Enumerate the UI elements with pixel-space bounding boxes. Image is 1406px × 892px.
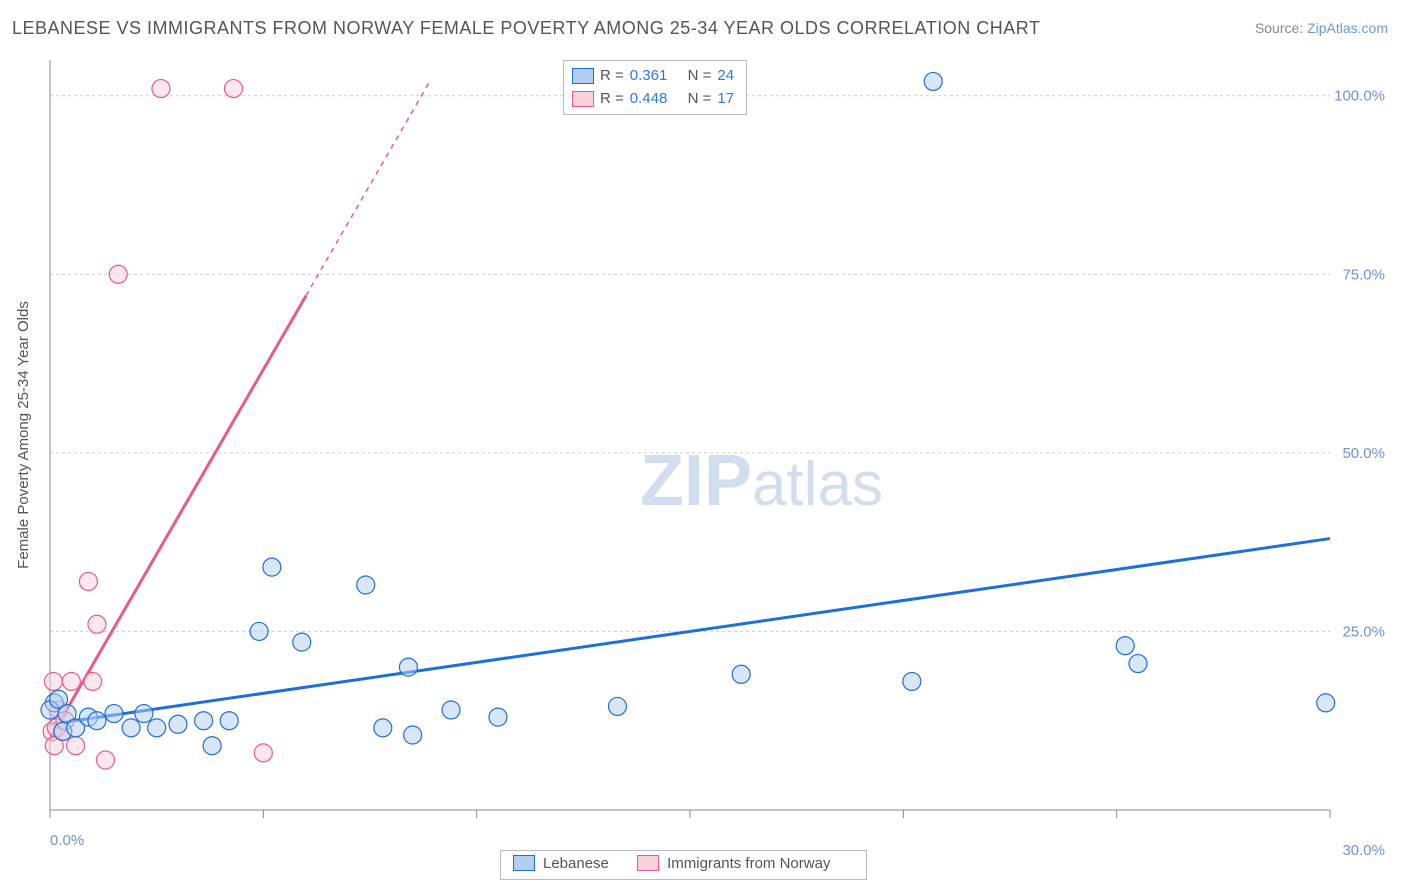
data-point bbox=[148, 719, 166, 737]
stat-r-value: 0.361 bbox=[630, 65, 668, 88]
swatch-icon bbox=[572, 68, 594, 84]
stats-row-lebanese: R = 0.361 N = 24 bbox=[572, 65, 734, 88]
data-point bbox=[254, 744, 272, 762]
trend-line bbox=[50, 296, 306, 739]
data-point bbox=[96, 751, 114, 769]
stat-n-value: 24 bbox=[717, 65, 734, 88]
data-point bbox=[489, 708, 507, 726]
y-tick-label: 25.0% bbox=[1342, 623, 1385, 640]
stat-n-label: N = bbox=[688, 88, 712, 111]
data-point bbox=[357, 576, 375, 594]
series-legend: Lebanese Immigrants from Norway bbox=[500, 850, 867, 881]
y-axis-label: Female Poverty Among 25-34 Year Olds bbox=[15, 301, 32, 569]
data-point bbox=[44, 672, 62, 690]
data-point bbox=[88, 615, 106, 633]
stat-r-value: 0.448 bbox=[630, 88, 668, 111]
chart-title: LEBANESE VS IMMIGRANTS FROM NORWAY FEMAL… bbox=[12, 18, 1040, 39]
data-point bbox=[903, 672, 921, 690]
legend-label: Lebanese bbox=[543, 855, 609, 872]
legend-label: Immigrants from Norway bbox=[667, 855, 830, 872]
swatch-icon bbox=[572, 91, 594, 107]
data-point bbox=[404, 726, 422, 744]
stats-row-norway: R = 0.448 N = 17 bbox=[572, 88, 734, 111]
data-point bbox=[399, 658, 417, 676]
stat-r-label: R = bbox=[600, 88, 624, 111]
data-point bbox=[224, 80, 242, 98]
source-attribution: Source: ZipAtlas.com bbox=[1255, 20, 1388, 36]
data-point bbox=[169, 715, 187, 733]
data-point bbox=[62, 672, 80, 690]
x-tick-label: 30.0% bbox=[1342, 842, 1385, 859]
data-point bbox=[250, 622, 268, 640]
legend-item-lebanese: Lebanese bbox=[513, 855, 609, 872]
data-point bbox=[924, 72, 942, 90]
y-tick-label: 100.0% bbox=[1334, 88, 1385, 105]
source-prefix: Source: bbox=[1255, 20, 1307, 36]
trend-line bbox=[306, 81, 430, 295]
data-point bbox=[263, 558, 281, 576]
data-point bbox=[1129, 655, 1147, 673]
x-tick-label: 0.0% bbox=[50, 832, 84, 849]
data-point bbox=[122, 719, 140, 737]
swatch-icon bbox=[513, 855, 535, 871]
data-point bbox=[84, 672, 102, 690]
data-point bbox=[152, 80, 170, 98]
data-point bbox=[732, 665, 750, 683]
data-point bbox=[293, 633, 311, 651]
source-link[interactable]: ZipAtlas.com bbox=[1307, 20, 1388, 36]
data-point bbox=[79, 572, 97, 590]
correlation-stats-box: R = 0.361 N = 24 R = 0.448 N = 17 bbox=[563, 60, 747, 115]
data-point bbox=[88, 712, 106, 730]
data-point bbox=[374, 719, 392, 737]
data-point bbox=[135, 705, 153, 723]
data-point bbox=[220, 712, 238, 730]
data-point bbox=[67, 737, 85, 755]
y-tick-label: 50.0% bbox=[1342, 445, 1385, 462]
stat-n-value: 17 bbox=[717, 88, 734, 111]
data-point bbox=[109, 265, 127, 283]
data-point bbox=[1116, 637, 1134, 655]
data-point bbox=[203, 737, 221, 755]
stat-r-label: R = bbox=[600, 65, 624, 88]
data-point bbox=[442, 701, 460, 719]
stat-n-label: N = bbox=[688, 65, 712, 88]
swatch-icon bbox=[637, 855, 659, 871]
data-point bbox=[608, 697, 626, 715]
data-point bbox=[105, 705, 123, 723]
legend-item-norway: Immigrants from Norway bbox=[637, 855, 830, 872]
scatter-chart: 25.0% 50.0% 75.0% 100.0% 0.0% 30.0% Female Pov… bbox=[10, 50, 1396, 882]
data-point bbox=[1317, 694, 1335, 712]
y-tick-label: 75.0% bbox=[1342, 266, 1385, 283]
plot-area: 25.0% 50.0% 75.0% 100.0% 0.0% 30.0% Female Pov… bbox=[15, 60, 1385, 859]
data-point bbox=[195, 712, 213, 730]
